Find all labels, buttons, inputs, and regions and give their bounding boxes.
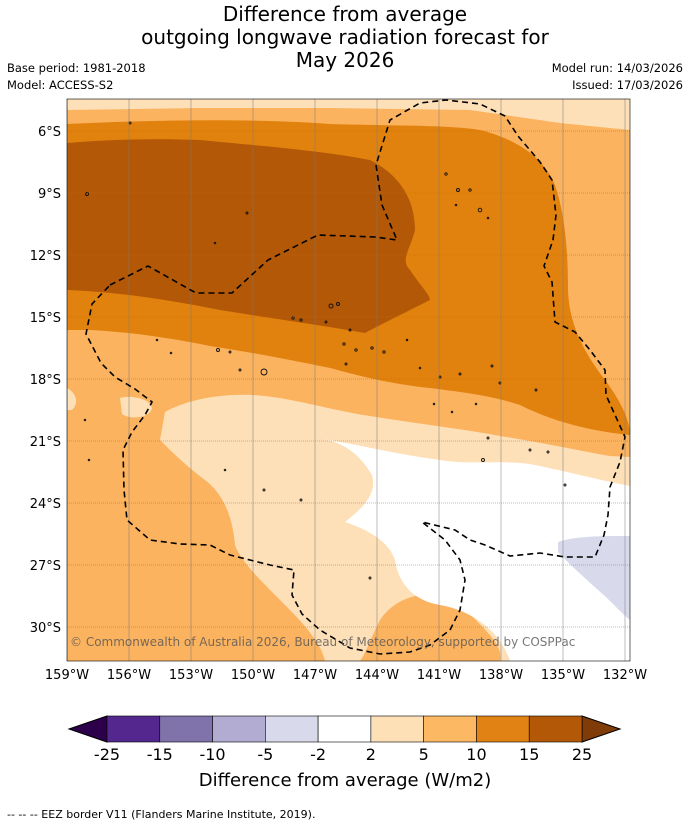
colorbar-swatch xyxy=(265,715,319,743)
lon-label: 150°W xyxy=(231,668,275,683)
title-line-3: May 2026 xyxy=(295,48,395,72)
lat-label: 21°S xyxy=(30,435,61,450)
band-15-25 xyxy=(67,139,430,333)
colorbar-low-arrow xyxy=(67,715,108,743)
colorbar-swatch xyxy=(317,715,372,743)
colorbar-swatch xyxy=(423,715,477,743)
lat-label: 15°S xyxy=(30,311,61,326)
lon-label: 159°W xyxy=(45,668,89,683)
base-period: Base period: 1981-2018 xyxy=(7,61,146,75)
copyright-text: © Commonwealth of Australia 2026, Bureau… xyxy=(70,635,575,649)
colorbar-tick-label: -2 xyxy=(310,745,327,764)
colorbar-swatch xyxy=(106,715,161,743)
lon-label: 135°W xyxy=(541,668,585,683)
colorbar-tick-label: -25 xyxy=(93,745,121,764)
lon-labels: 159°W 156°W 153°W 150°W 147°W 144°W 141°… xyxy=(45,668,647,683)
lon-label: 153°W xyxy=(169,668,213,683)
band-neutral xyxy=(318,438,630,661)
colorbar-tick-label: 15 xyxy=(519,745,540,764)
band-2-5-top xyxy=(67,99,630,130)
lon-label: 144°W xyxy=(355,668,399,683)
band-2-5-blob xyxy=(120,396,152,418)
band-2-5-blob-west xyxy=(67,388,77,410)
colorbar-tick-label: 5 xyxy=(418,745,429,764)
lat-label: 24°S xyxy=(30,497,61,512)
contour-layer xyxy=(67,99,630,661)
colorbar-tick-label: -15 xyxy=(146,745,173,764)
lat-labels: 6°S 9°S 12°S 15°S 18°S 21°S 24°S 27°S 30… xyxy=(30,125,61,636)
colorbar-swatch xyxy=(370,715,424,743)
title-line-2: outgoing longwave radiation forecast for xyxy=(141,25,549,49)
lat-label: 18°S xyxy=(30,373,61,388)
lat-label: 27°S xyxy=(30,559,61,574)
colorbar-swatch xyxy=(476,715,530,743)
lon-label: 138°W xyxy=(479,668,523,683)
lat-label: 30°S xyxy=(30,621,61,636)
lon-label: 132°W xyxy=(603,668,647,683)
colorbar-tick-label: 10 xyxy=(466,745,487,764)
model-run: Model run: 14/03/2026 xyxy=(551,61,683,75)
colorbar-tick-label: -5 xyxy=(257,745,274,764)
map-frame xyxy=(66,98,631,662)
lon-label: 147°W xyxy=(293,668,337,683)
islands xyxy=(83,121,567,580)
band-negative xyxy=(558,536,630,620)
title-line-1: Difference from average xyxy=(222,2,468,26)
colorbar xyxy=(67,715,622,743)
lat-label: 12°S xyxy=(30,249,61,264)
colorbar-title: Difference from average (W/m2) xyxy=(198,770,492,791)
model-name: Model: ACCESS-S2 xyxy=(7,78,114,92)
issued-date: Issued: 17/03/2026 xyxy=(572,78,683,92)
lon-label: 141°W xyxy=(417,668,461,683)
lon-label: 156°W xyxy=(107,668,151,683)
colorbar-tick-label: 2 xyxy=(365,745,376,764)
lat-label: 9°S xyxy=(38,187,61,202)
lat-label: 6°S xyxy=(38,125,61,140)
eez-border xyxy=(85,99,626,655)
gridlines xyxy=(67,99,630,661)
colorbar-swatch xyxy=(528,715,583,743)
colorbar-high-arrow xyxy=(581,715,622,743)
colorbar-swatch xyxy=(159,715,213,743)
colorbar-tick-label: 25 xyxy=(571,745,593,764)
eez-footnote: -- -- -- EEZ border V11 (Flanders Marine… xyxy=(7,808,316,821)
colorbar-swatch xyxy=(212,715,266,743)
colorbar-tick-label: -10 xyxy=(199,745,226,764)
